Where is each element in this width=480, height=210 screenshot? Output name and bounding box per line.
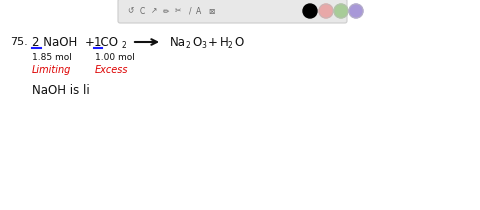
Text: +: + [85,35,95,49]
Text: C: C [139,7,144,16]
Text: Na: Na [170,35,186,49]
Circle shape [349,4,363,18]
Text: A: A [196,7,202,16]
Text: O: O [234,35,243,49]
Text: ↗: ↗ [151,7,157,16]
Text: /: / [189,7,192,16]
Circle shape [319,4,333,18]
Circle shape [334,4,348,18]
Text: Excess: Excess [95,65,129,75]
Text: 2 NaOH: 2 NaOH [32,35,77,49]
Text: 2: 2 [186,42,191,50]
Text: ✏: ✏ [163,7,169,16]
Text: 1CO: 1CO [94,35,119,49]
Circle shape [303,4,317,18]
Text: ↺: ↺ [127,7,133,16]
Text: NaOH is li: NaOH is li [32,84,90,97]
Text: 2: 2 [228,42,233,50]
Text: ⊠: ⊠ [208,7,214,16]
Text: 1.85 mol: 1.85 mol [32,52,72,62]
Text: ✂: ✂ [175,7,181,16]
Text: Limiting: Limiting [32,65,72,75]
Text: 75.: 75. [10,37,28,47]
Text: +: + [208,35,218,49]
Text: 1.00 mol: 1.00 mol [95,52,135,62]
Text: 2: 2 [121,42,126,50]
Text: O: O [192,35,201,49]
Text: 3: 3 [201,42,206,50]
FancyBboxPatch shape [118,0,347,23]
Text: H: H [220,35,229,49]
